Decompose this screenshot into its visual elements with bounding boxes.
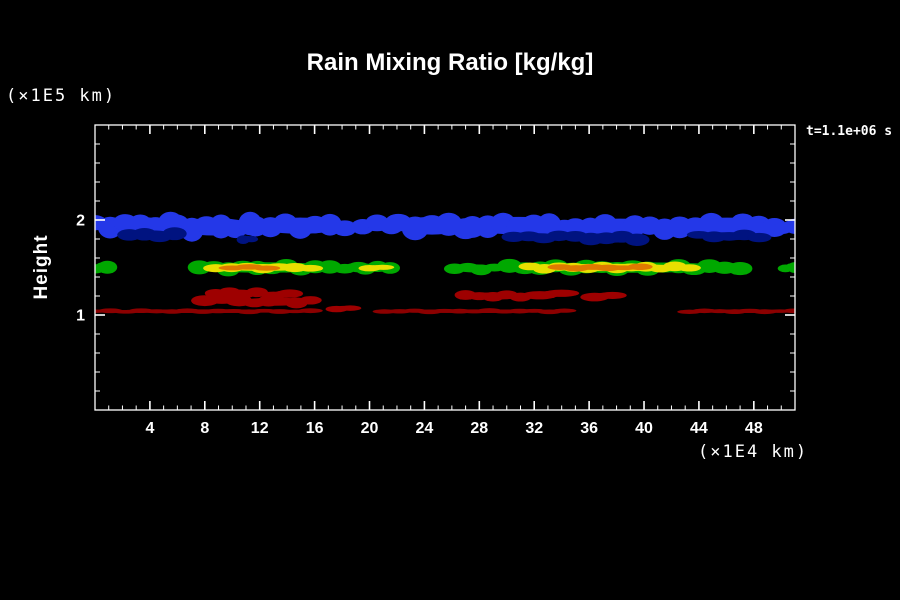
tick-label: 24: [416, 420, 434, 437]
upper-cloud-navy: [563, 230, 650, 246]
tick-label: 12: [251, 420, 269, 437]
tick-label: 1: [76, 308, 85, 325]
lower-scatter-darkred: [454, 290, 532, 302]
upper-cloud-blue: [384, 212, 480, 241]
mid-band-orange: [218, 264, 281, 271]
tick-label: 4: [145, 420, 154, 437]
lower-scatter-darkred: [325, 305, 362, 313]
axis-ticks: [95, 125, 795, 410]
tick-label: 20: [361, 420, 379, 437]
lower-scatter-darkred: [229, 295, 322, 309]
lower-scatter-darkred: [260, 289, 304, 299]
mid-band-yellow: [358, 264, 395, 272]
tick-label: 48: [745, 420, 763, 437]
upper-cloud-blue: [772, 218, 795, 234]
chart-title: Rain Mixing Ratio [kg/kg]: [306, 49, 594, 76]
surface-line-darkred: [677, 308, 795, 315]
x-axis-unit-label: (×1E4 km): [698, 442, 809, 462]
tick-label: 44: [690, 420, 708, 437]
mid-band-green: [443, 262, 506, 276]
mid-band-green: [777, 262, 795, 273]
upper-cloud-navy: [501, 230, 571, 244]
tick-label: 32: [525, 420, 543, 437]
tick-label: 36: [580, 420, 598, 437]
plot-frame: [94, 124, 796, 411]
upper-cloud-blue: [351, 214, 403, 235]
tick-label: 28: [470, 420, 488, 437]
lower-scatter-darkred: [522, 289, 580, 300]
cloud-field: [95, 211, 795, 315]
tick-label: 2: [76, 213, 85, 230]
y-axis-title: Height: [31, 234, 52, 300]
mid-band-green: [95, 260, 118, 274]
upper-cloud-blue: [243, 213, 357, 239]
surface-line-darkred: [372, 308, 577, 315]
lower-scatter-darkred: [580, 291, 627, 302]
upper-cloud-navy: [686, 229, 772, 243]
tick-label: 16: [306, 420, 324, 437]
y-axis-unit-label: (×1E5 km): [6, 86, 117, 106]
lower-scatter-darkred: [204, 287, 268, 299]
upper-cloud-navy: [236, 235, 259, 244]
mid-band-orange: [547, 263, 653, 272]
tick-label: 8: [200, 420, 209, 437]
time-annotation: t=1.1e+06 s: [806, 124, 893, 139]
tick-label: 40: [635, 420, 653, 437]
surface-line-darkred: [95, 308, 323, 315]
upper-cloud-navy: [117, 227, 187, 243]
